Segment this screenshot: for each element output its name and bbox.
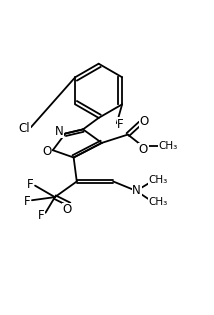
Text: Cl: Cl [19, 122, 30, 135]
Text: O: O [140, 115, 149, 128]
Text: N: N [132, 184, 141, 197]
Text: F: F [24, 195, 30, 208]
Text: F: F [117, 117, 124, 131]
Text: F: F [27, 178, 33, 191]
Text: O: O [63, 203, 72, 216]
Text: CH₃: CH₃ [149, 197, 168, 207]
Text: O: O [139, 143, 148, 156]
Text: N: N [55, 124, 64, 138]
Text: O: O [42, 145, 52, 158]
Text: F: F [38, 209, 45, 222]
Text: CH₃: CH₃ [149, 175, 168, 186]
Text: CH₃: CH₃ [158, 141, 177, 151]
